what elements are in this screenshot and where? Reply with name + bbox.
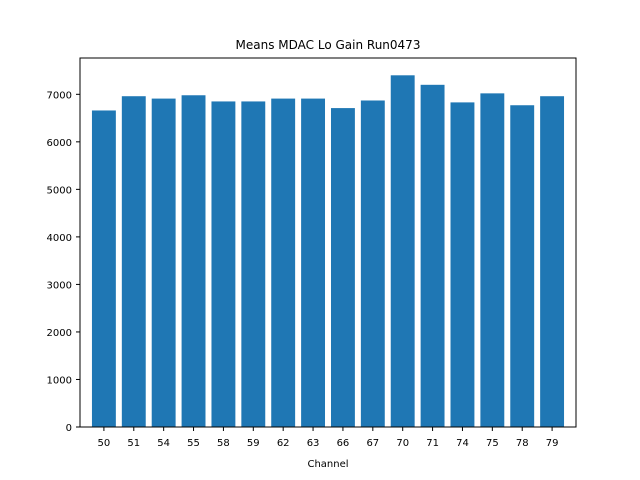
x-axis-title: Channel xyxy=(307,459,348,470)
bar-channel-66 xyxy=(330,108,355,427)
x-tick-label: 78 xyxy=(516,438,529,449)
x-tick-label: 79 xyxy=(546,438,559,449)
x-tick-label: 51 xyxy=(127,438,140,449)
x-tick-label: 67 xyxy=(366,438,379,449)
bar-channel-51 xyxy=(121,96,146,428)
bar-channel-67 xyxy=(360,100,385,428)
bar-channel-59 xyxy=(241,101,266,427)
x-tick-label: 54 xyxy=(157,438,170,449)
y-tick-label: 5000 xyxy=(47,185,72,196)
x-tick-label: 55 xyxy=(187,438,200,449)
y-tick-label: 2000 xyxy=(47,328,72,339)
bar-channel-55 xyxy=(181,95,206,427)
y-axis: 0 1000 2000 3000 4000 5000 6000 7000 xyxy=(47,90,80,434)
bar-channel-70 xyxy=(390,75,415,428)
bars-group xyxy=(91,75,565,428)
plot-frame xyxy=(79,57,577,428)
bar-channel-50 xyxy=(91,110,116,427)
bar-channel-78 xyxy=(510,105,535,428)
bar-channel-79 xyxy=(540,96,565,428)
y-tick-label: 0 xyxy=(66,423,72,434)
x-tick-label: 75 xyxy=(486,438,499,449)
y-tick-label: 1000 xyxy=(47,375,72,386)
x-tick-label: 70 xyxy=(396,438,409,449)
chart-title: Means MDAC Lo Gain Run0473 xyxy=(236,38,421,52)
y-tick-label: 3000 xyxy=(47,280,72,291)
x-tick-label: 58 xyxy=(217,438,230,449)
y-tick-label: 7000 xyxy=(47,90,72,101)
x-axis: 50 51 54 55 58 59 62 63 66 67 70 71 74 75 78 79 xyxy=(98,427,559,449)
x-tick-label: 59 xyxy=(247,438,260,449)
bar-channel-62 xyxy=(271,98,296,427)
bar-channel-58 xyxy=(211,101,236,427)
x-tick-label: 66 xyxy=(337,438,350,449)
x-tick-label: 74 xyxy=(456,438,469,449)
y-tick-label: 4000 xyxy=(47,233,72,244)
bar-channel-74 xyxy=(450,102,475,427)
x-tick-label: 71 xyxy=(426,438,439,449)
bar-channel-71 xyxy=(420,84,445,427)
bar-channel-54 xyxy=(151,98,176,427)
x-tick-label: 62 xyxy=(277,438,290,449)
x-tick-label: 63 xyxy=(307,438,320,449)
x-tick-label: 50 xyxy=(98,438,111,449)
bar-channel-63 xyxy=(301,98,326,427)
y-tick-label: 6000 xyxy=(47,138,72,149)
bar-channel-75 xyxy=(480,93,505,428)
